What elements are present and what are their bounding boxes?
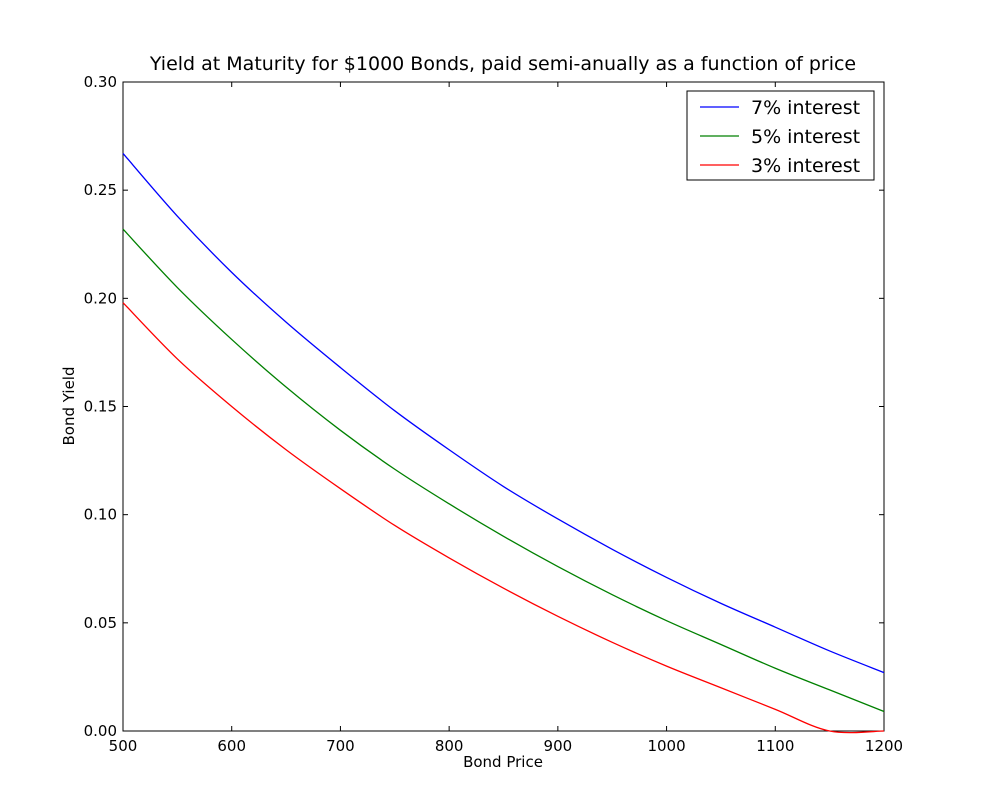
legend-label-3: 3% interest [751, 155, 860, 177]
y-tick-label: 0.00 [84, 722, 117, 740]
series-lines [122, 152, 885, 734]
legend: 7% interest 5% interest 3% interest [686, 90, 875, 181]
axis-ticks: 500 600 700 800 900 1000 1100 1200 0.00 0.05 0.10 0… [84, 73, 904, 755]
y-tick-label: 0.05 [84, 614, 117, 632]
legend-label-2: 5% interest [751, 126, 860, 148]
x-axis-label: Bond Price [463, 753, 543, 771]
y-tick-label: 0.30 [84, 73, 117, 91]
y-tick-label: 0.20 [84, 289, 117, 307]
x-tick-label: 1100 [756, 737, 794, 755]
x-tick-label: 800 [435, 737, 464, 755]
y-tick-label: 0.10 [84, 506, 117, 524]
x-tick-label: 900 [544, 737, 573, 755]
legend-label-1: 7% interest [751, 97, 860, 119]
x-tick-label: 700 [326, 737, 355, 755]
chart-title: Yield at Maturity for $1000 Bonds, paid … [149, 53, 856, 75]
series-line-2 [122, 228, 885, 713]
x-tick-label: 600 [217, 737, 246, 755]
plot-area [122, 81, 885, 732]
x-tick-label: 1200 [865, 737, 903, 755]
series-line-1 [122, 152, 885, 674]
series-line-3 [122, 302, 885, 734]
x-tick-label: 1000 [647, 737, 685, 755]
x-tick-label: 500 [109, 737, 138, 755]
y-tick-label: 0.15 [84, 398, 117, 416]
y-axis-label: Bond Yield [60, 367, 78, 446]
y-tick-label: 0.25 [84, 181, 117, 199]
